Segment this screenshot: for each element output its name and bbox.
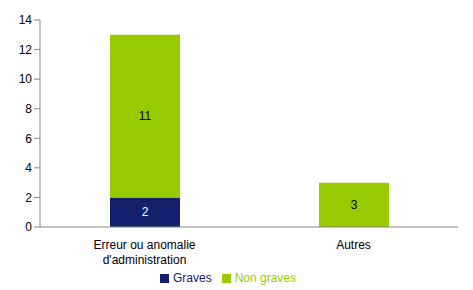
svg-text:8: 8: [25, 102, 32, 116]
svg-text:14: 14: [19, 13, 33, 27]
svg-text:10: 10: [19, 72, 33, 86]
svg-text:0: 0: [25, 220, 32, 234]
svg-text:3: 3: [351, 198, 358, 212]
svg-text:2: 2: [142, 205, 149, 219]
svg-text:Autres: Autres: [336, 238, 371, 252]
svg-text:Erreur ou anomalie: Erreur ou anomalie: [93, 238, 195, 252]
svg-text:4: 4: [25, 161, 32, 175]
html-text:Graves: Graves: [173, 271, 212, 285]
svg-text:12: 12: [19, 43, 33, 57]
svg-text:11: 11: [139, 109, 152, 123]
html-text:Non graves: Non graves: [234, 271, 296, 285]
svg-text:6: 6: [25, 132, 32, 146]
svg-text:d'administration: d'administration: [103, 253, 187, 267]
svg-text:2: 2: [25, 191, 32, 205]
